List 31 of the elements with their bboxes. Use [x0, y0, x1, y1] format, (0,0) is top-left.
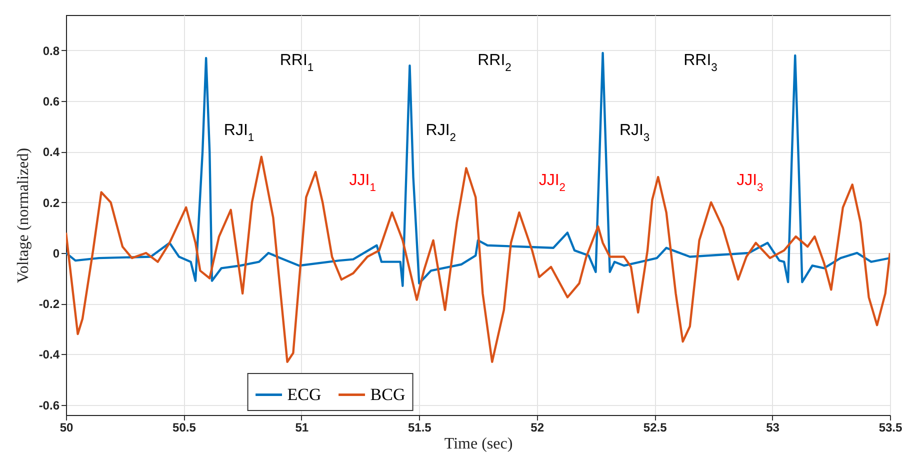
y-tick-label: 0.6: [42, 94, 60, 109]
annotation: RJI$_{2}$: [426, 122, 456, 144]
x-tick-label: 52: [530, 420, 544, 434]
annotation: RJI$_{3}$: [619, 122, 650, 144]
y-tick-label: -0.6: [38, 398, 60, 412]
line-series: [66, 52, 890, 287]
annotation: JJI$_{3}$: [736, 172, 764, 194]
annotation: RRI$_{3}$: [684, 52, 718, 74]
legend-label: BCG: [370, 384, 406, 404]
annotation: RRI$_{2}$: [478, 52, 512, 74]
annotation: JJI$_{1}$: [349, 172, 376, 194]
x-tick-label: 52.5: [643, 420, 668, 434]
x-tick-label: 53.5: [878, 420, 902, 434]
legend-label: ECG: [287, 384, 322, 404]
y-tick-label: 0.2: [42, 196, 60, 210]
y-tick-label: 0: [52, 246, 60, 260]
line-series: [66, 156, 890, 363]
y-axis-title: Voltage (normalized): [14, 148, 32, 284]
x-axis-title: Time (sec): [444, 436, 513, 452]
x-tick-label: 50: [60, 420, 74, 434]
y-tick-label: -0.4: [38, 348, 60, 362]
y-tick-label: -0.2: [38, 297, 60, 312]
annotation: RJI$_{1}$: [224, 122, 254, 144]
x-tick-label: 53: [766, 420, 780, 434]
x-tick-label: 51: [295, 420, 309, 434]
annotation: JJI$_{2}$: [538, 172, 566, 194]
x-tick-label: 51.5: [408, 420, 432, 434]
y-tick-label: 0.4: [42, 145, 60, 160]
x-tick-label: 50.5: [172, 420, 196, 434]
y-tick-label: 0.8: [42, 44, 60, 58]
annotation: RRI$_{1}$: [280, 52, 314, 74]
